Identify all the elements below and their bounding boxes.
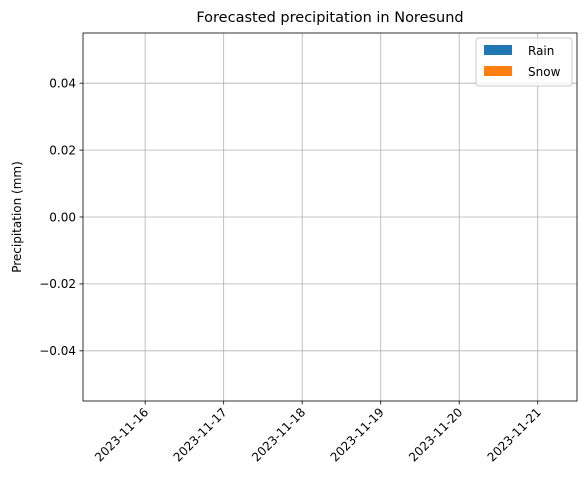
y-axis-ticks: −0.04 −0.02 0.00 0.02 0.04 <box>39 76 83 358</box>
legend: Rain Snow <box>475 37 573 87</box>
chart-title: Forecasted precipitation in Noresund <box>196 10 463 26</box>
legend-swatch-snow <box>484 66 512 76</box>
y-tick-label: 0.04 <box>49 76 76 90</box>
y-tick-label: −0.02 <box>39 277 76 291</box>
grid-lines <box>83 33 577 401</box>
legend-swatch-rain <box>484 45 512 55</box>
legend-label-rain: Rain <box>528 44 554 58</box>
y-axis-label: Precipitation (mm) <box>10 161 24 273</box>
plot-frame <box>82 32 578 402</box>
legend-label-snow: Snow <box>528 65 561 79</box>
y-tick-label: −0.04 <box>39 344 76 358</box>
y-tick-label: 0.00 <box>49 210 76 224</box>
y-tick-label: 0.02 <box>49 143 76 157</box>
